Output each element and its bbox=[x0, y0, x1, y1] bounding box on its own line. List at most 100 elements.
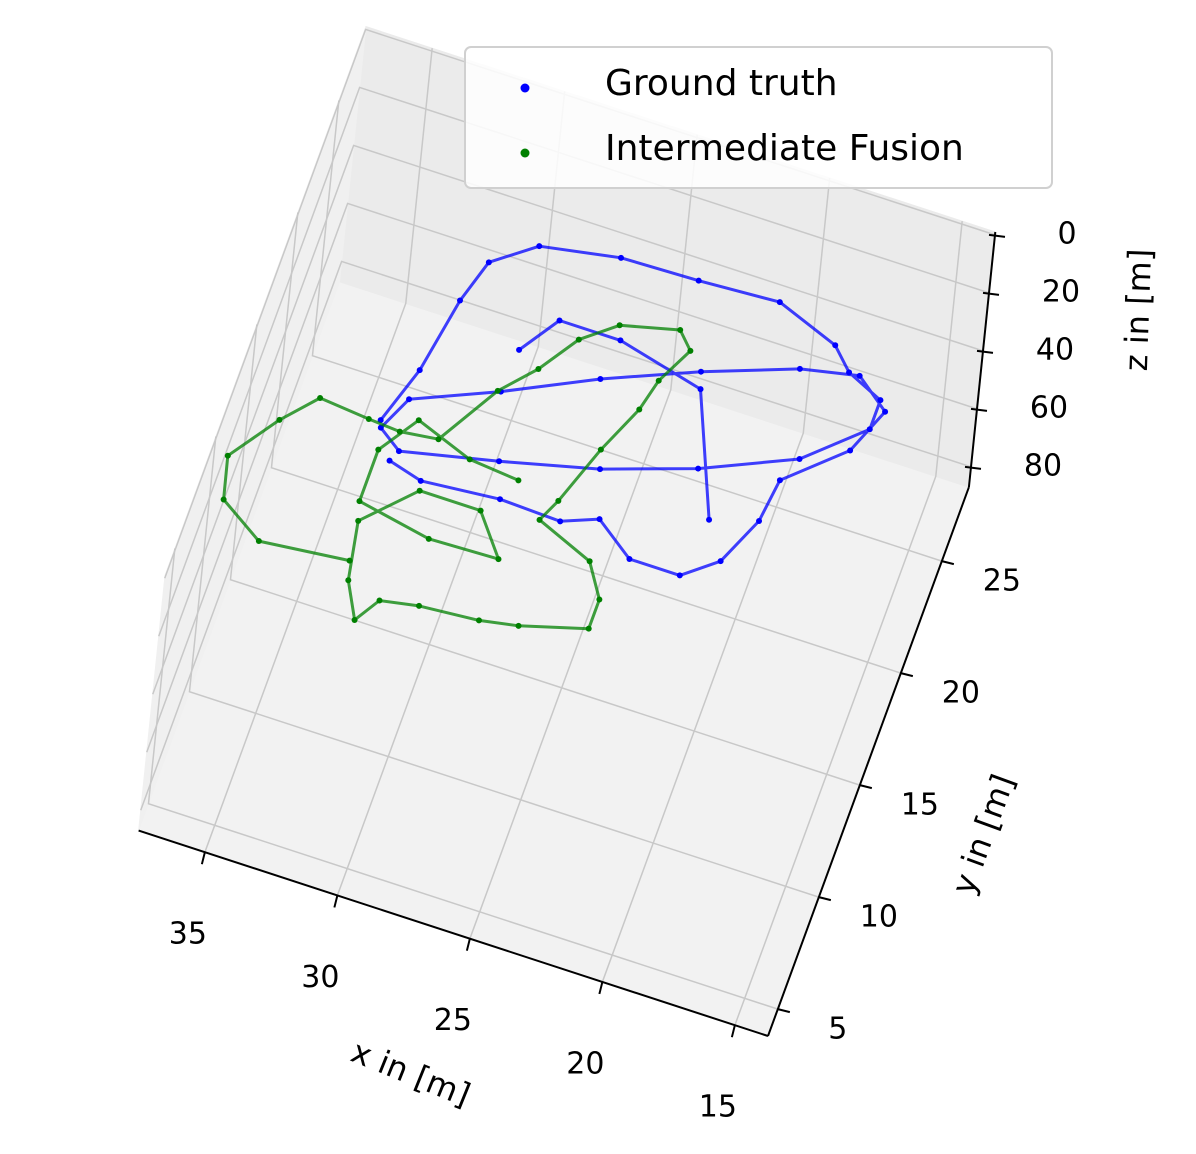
x-tick bbox=[598, 981, 604, 995]
z-tick-label: 40 bbox=[1036, 332, 1074, 367]
point bbox=[695, 277, 702, 284]
x-tick-label: 15 bbox=[699, 1090, 737, 1125]
point bbox=[706, 516, 713, 523]
grid-line bbox=[158, 86, 990, 637]
point bbox=[847, 447, 854, 454]
point bbox=[877, 397, 884, 404]
point bbox=[515, 477, 522, 484]
point bbox=[776, 299, 783, 306]
point bbox=[346, 557, 353, 564]
point bbox=[375, 446, 382, 453]
z-axis-line bbox=[967, 231, 997, 488]
point bbox=[395, 448, 402, 455]
point bbox=[616, 322, 623, 329]
z-tick-label: 60 bbox=[1030, 390, 1068, 425]
grid-line bbox=[229, 324, 861, 786]
point bbox=[597, 466, 604, 473]
legend-label: Intermediate Fusion bbox=[605, 128, 964, 169]
point bbox=[655, 377, 662, 384]
point bbox=[396, 428, 403, 435]
grid-line bbox=[311, 100, 943, 562]
x-tick bbox=[730, 1024, 736, 1038]
point bbox=[636, 406, 643, 413]
grid-line bbox=[188, 436, 820, 898]
y-axis-title: y in [m] bbox=[944, 769, 1022, 899]
point bbox=[618, 254, 625, 261]
point bbox=[596, 516, 603, 523]
point bbox=[376, 597, 383, 604]
point bbox=[356, 498, 363, 505]
y-tick bbox=[941, 560, 955, 566]
point bbox=[220, 496, 227, 503]
point bbox=[617, 337, 624, 344]
grid-line bbox=[152, 144, 984, 695]
point bbox=[882, 408, 889, 415]
z-tick bbox=[976, 349, 994, 354]
x-tick bbox=[200, 851, 206, 865]
point bbox=[676, 572, 683, 579]
grid-line bbox=[140, 260, 972, 811]
point bbox=[485, 259, 492, 266]
x-tick-label: 20 bbox=[566, 1046, 604, 1081]
grid-line bbox=[147, 548, 779, 1010]
legend: Ground truth Intermediate Fusion bbox=[464, 46, 1053, 189]
y-axis-line bbox=[767, 486, 970, 1037]
point bbox=[585, 625, 592, 632]
x-tick-label: 30 bbox=[301, 960, 339, 995]
grid-line bbox=[601, 177, 831, 983]
point bbox=[677, 327, 684, 334]
point bbox=[224, 452, 231, 459]
legend-box bbox=[464, 46, 1053, 189]
x-tick bbox=[465, 938, 471, 951]
point bbox=[351, 616, 358, 623]
point bbox=[417, 477, 424, 484]
grid bbox=[140, 28, 996, 1026]
y-tick bbox=[859, 784, 873, 790]
point bbox=[776, 477, 783, 484]
grid-line bbox=[469, 134, 698, 939]
y-tick-label: 15 bbox=[901, 788, 939, 823]
y-tick-label: 25 bbox=[983, 564, 1021, 599]
point bbox=[596, 596, 603, 603]
x-tick bbox=[333, 895, 339, 908]
y-tick bbox=[818, 896, 832, 902]
point bbox=[317, 395, 324, 402]
point bbox=[457, 297, 464, 304]
point bbox=[536, 243, 543, 250]
point bbox=[425, 535, 432, 542]
z-tick-label: 0 bbox=[1057, 216, 1076, 251]
z-tick bbox=[970, 407, 988, 412]
point bbox=[276, 416, 283, 423]
z-tick-label: 80 bbox=[1024, 448, 1062, 483]
point bbox=[796, 365, 803, 372]
point bbox=[516, 346, 523, 353]
point bbox=[866, 426, 873, 433]
point bbox=[846, 369, 853, 376]
point bbox=[416, 367, 423, 374]
point bbox=[496, 458, 503, 465]
point bbox=[535, 365, 542, 372]
point bbox=[697, 368, 704, 375]
point bbox=[626, 555, 633, 562]
point bbox=[557, 518, 564, 525]
point bbox=[435, 436, 442, 443]
point bbox=[796, 456, 803, 463]
point bbox=[494, 387, 501, 394]
point bbox=[515, 622, 522, 629]
point bbox=[386, 457, 393, 464]
z-tick bbox=[964, 465, 982, 470]
point bbox=[477, 507, 484, 514]
point bbox=[555, 497, 562, 504]
z-axis-title: z in [m] bbox=[1117, 248, 1159, 372]
point bbox=[466, 456, 473, 463]
point bbox=[556, 317, 563, 324]
point bbox=[355, 517, 362, 524]
y-tick bbox=[900, 672, 914, 678]
point bbox=[406, 396, 413, 403]
y-tick-label: 20 bbox=[942, 676, 980, 711]
point bbox=[497, 496, 504, 503]
legend-label: Ground truth bbox=[605, 63, 838, 104]
grid-line bbox=[204, 48, 433, 853]
x-tick-label: 25 bbox=[434, 1003, 472, 1038]
